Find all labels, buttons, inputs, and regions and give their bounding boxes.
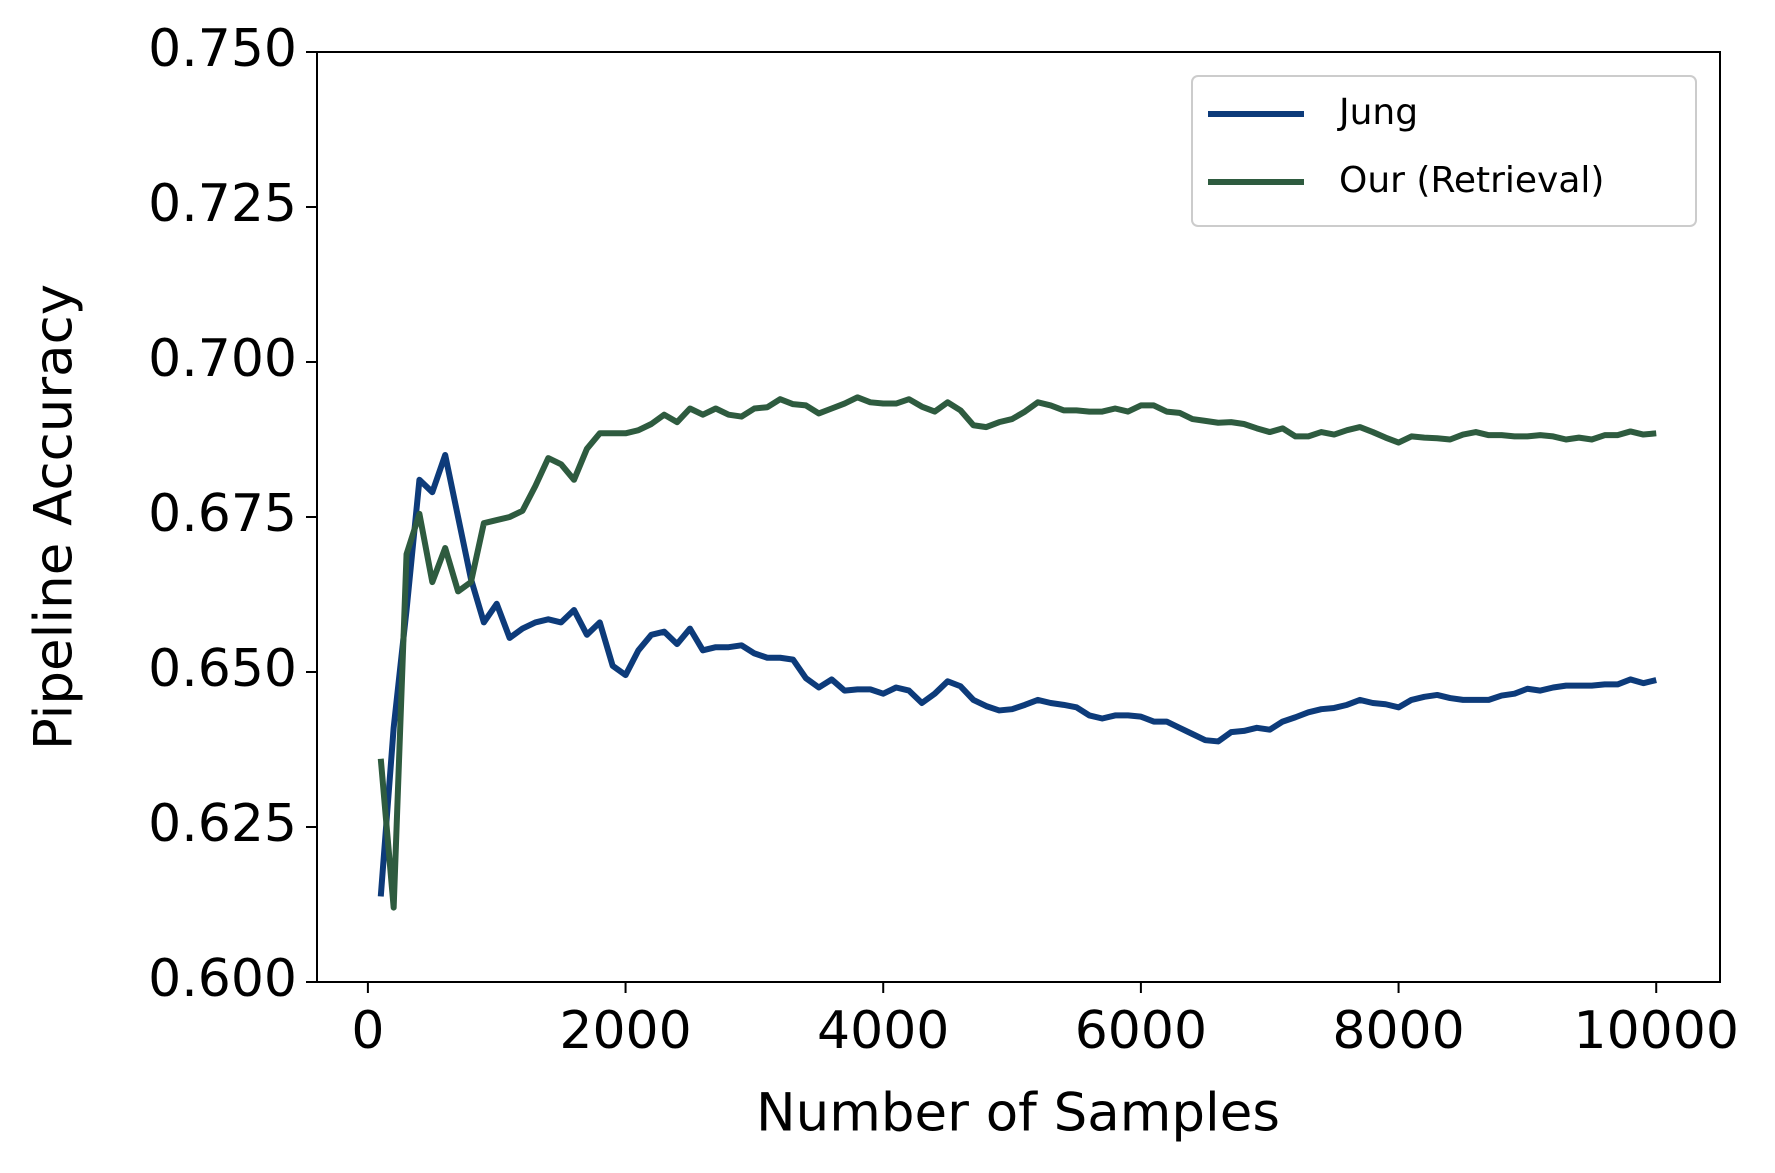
- series-line: [377, 394, 1657, 911]
- y-tick-label: 0.725: [148, 174, 297, 234]
- x-tick-label: 6000: [1075, 1001, 1207, 1061]
- y-tick-label: 0.650: [148, 639, 297, 699]
- legend-label: Jung: [1337, 92, 1418, 133]
- x-tick-label: 10000: [1574, 1001, 1739, 1061]
- y-tick-label: 0.700: [148, 329, 297, 389]
- legend-label: Our (Retrieval): [1339, 160, 1604, 201]
- y-axis-label: Pipeline Accuracy: [24, 284, 85, 750]
- series-line: [377, 452, 1657, 897]
- y-tick-label: 0.625: [148, 794, 297, 854]
- plot-frame: [316, 51, 1721, 983]
- legend-box: [1191, 75, 1697, 227]
- x-tick-label: 2000: [559, 1001, 691, 1061]
- x-tick-label: 4000: [817, 1001, 949, 1061]
- y-tick-label: 0.600: [148, 949, 297, 1009]
- x-tick-label: 0: [351, 1001, 384, 1061]
- y-tick-label: 0.750: [148, 19, 297, 79]
- x-axis-label: Number of Samples: [756, 1083, 1280, 1144]
- x-tick-label: 8000: [1332, 1001, 1464, 1061]
- y-tick-label: 0.675: [148, 484, 297, 544]
